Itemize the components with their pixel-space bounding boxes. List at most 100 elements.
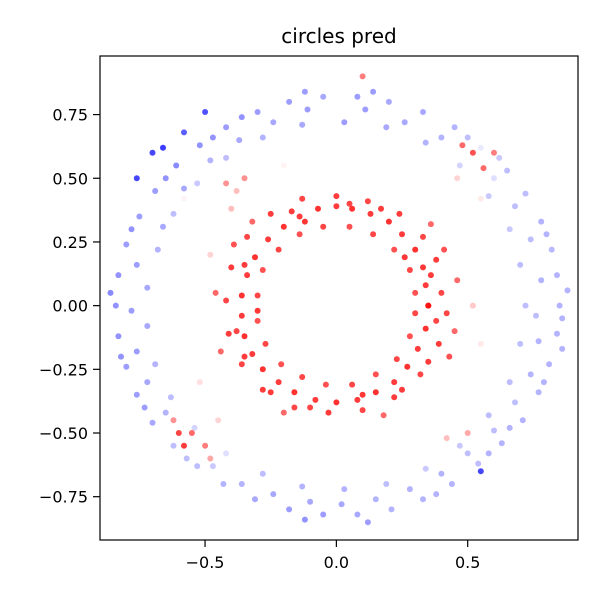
scatter-point bbox=[527, 236, 534, 243]
scatter-point bbox=[485, 412, 492, 419]
scatter-point bbox=[559, 345, 566, 352]
scatter-point bbox=[228, 264, 235, 271]
scatter-point bbox=[133, 261, 140, 268]
scatter-point bbox=[417, 371, 424, 378]
scatter-point bbox=[175, 430, 182, 436]
scatter-point bbox=[286, 506, 293, 513]
scatter-point bbox=[194, 463, 201, 470]
y-tick-label: 0.75 bbox=[52, 106, 88, 125]
scatter-point bbox=[312, 396, 319, 403]
scatter-point bbox=[296, 213, 303, 220]
x-tick-label: 0.5 bbox=[455, 553, 480, 572]
scatter-point bbox=[207, 157, 214, 164]
scatter-point bbox=[341, 486, 348, 493]
scatter-point bbox=[183, 455, 190, 462]
scatter-point bbox=[477, 468, 484, 475]
scatter-point bbox=[475, 460, 482, 467]
scatter-point bbox=[477, 340, 484, 347]
scatter-point bbox=[512, 203, 518, 210]
scatter-point bbox=[359, 149, 366, 156]
scatter-point bbox=[136, 213, 143, 220]
scatter-point bbox=[296, 231, 303, 238]
scatter-point bbox=[301, 516, 308, 523]
scatter-point bbox=[556, 302, 563, 309]
scatter-point bbox=[448, 481, 455, 487]
scatter-point bbox=[422, 465, 429, 472]
x-tick-label: 0.0 bbox=[324, 553, 349, 572]
scatter-point bbox=[391, 246, 398, 253]
scatter-point bbox=[464, 430, 471, 436]
scatter-point bbox=[133, 391, 140, 398]
y-tick-label: −0.50 bbox=[39, 424, 88, 443]
scatter-point bbox=[173, 162, 180, 169]
scatter-point bbox=[217, 348, 224, 355]
scatter-point bbox=[325, 409, 332, 416]
scatter-point bbox=[275, 246, 282, 253]
scatter-point bbox=[469, 302, 476, 309]
scatter-point bbox=[254, 292, 261, 299]
scatter-point bbox=[244, 272, 251, 279]
scatter-point bbox=[241, 333, 248, 340]
scatter-point bbox=[118, 353, 124, 360]
scatter-point bbox=[364, 198, 371, 205]
scatter-point bbox=[380, 412, 387, 419]
scatter-point bbox=[372, 496, 379, 503]
scatter-point bbox=[412, 246, 419, 253]
scatter-point bbox=[202, 442, 209, 449]
y-tick-label: −0.25 bbox=[39, 360, 88, 379]
scatter-point bbox=[433, 491, 440, 498]
scatter-point bbox=[362, 106, 369, 113]
scatter-point bbox=[406, 486, 413, 493]
scatter-point bbox=[399, 386, 405, 393]
scatter-point bbox=[223, 154, 230, 161]
scatter-point bbox=[401, 254, 408, 261]
scatter-point bbox=[406, 333, 413, 340]
scatter-point bbox=[160, 223, 166, 230]
scatter-point bbox=[391, 442, 398, 449]
scatter-point bbox=[223, 124, 230, 131]
scatter-point bbox=[443, 310, 450, 317]
scatter-point bbox=[315, 205, 321, 212]
scatter-point bbox=[181, 185, 187, 192]
scatter-point bbox=[469, 149, 476, 156]
scatter-point bbox=[427, 221, 434, 228]
scatter-point bbox=[267, 389, 274, 396]
scatter-point bbox=[320, 93, 327, 100]
scatter-point bbox=[241, 353, 248, 360]
scatter-point bbox=[202, 109, 209, 115]
scatter-point bbox=[346, 223, 353, 230]
scatter-point bbox=[425, 302, 432, 309]
scatter-point bbox=[491, 427, 497, 434]
scatter-point bbox=[238, 292, 245, 299]
scatter-point bbox=[128, 307, 135, 314]
scatter-point bbox=[162, 175, 169, 182]
scatter-point bbox=[498, 440, 505, 447]
scatter-point bbox=[451, 124, 458, 131]
scatter-point bbox=[170, 442, 177, 449]
scatter-point bbox=[259, 134, 266, 141]
scatter-point bbox=[225, 330, 232, 337]
scatter-point bbox=[454, 175, 461, 182]
scatter-point bbox=[220, 481, 227, 487]
scatter-point bbox=[420, 233, 426, 240]
scatter-point bbox=[291, 389, 298, 396]
scatter-point bbox=[338, 501, 345, 508]
scatter-point bbox=[477, 195, 484, 202]
scatter-point bbox=[333, 193, 340, 200]
scatter-point bbox=[506, 226, 513, 233]
y-tick-label: 0.50 bbox=[52, 169, 88, 188]
scatter-point bbox=[485, 193, 492, 200]
scatter-point bbox=[372, 371, 379, 378]
scatter-point bbox=[420, 264, 426, 271]
scatter-point bbox=[388, 506, 395, 513]
scatter-point bbox=[370, 231, 377, 238]
scatter-point bbox=[280, 223, 287, 230]
scatter-point bbox=[170, 210, 177, 217]
scatter-point bbox=[346, 200, 353, 207]
scatter-point bbox=[422, 325, 429, 332]
scatter-point bbox=[162, 409, 169, 416]
scatter-point bbox=[223, 180, 230, 187]
y-tick-label: −0.75 bbox=[39, 488, 88, 507]
scatter-point bbox=[149, 149, 156, 156]
y-tick-label: 0.00 bbox=[52, 297, 88, 316]
